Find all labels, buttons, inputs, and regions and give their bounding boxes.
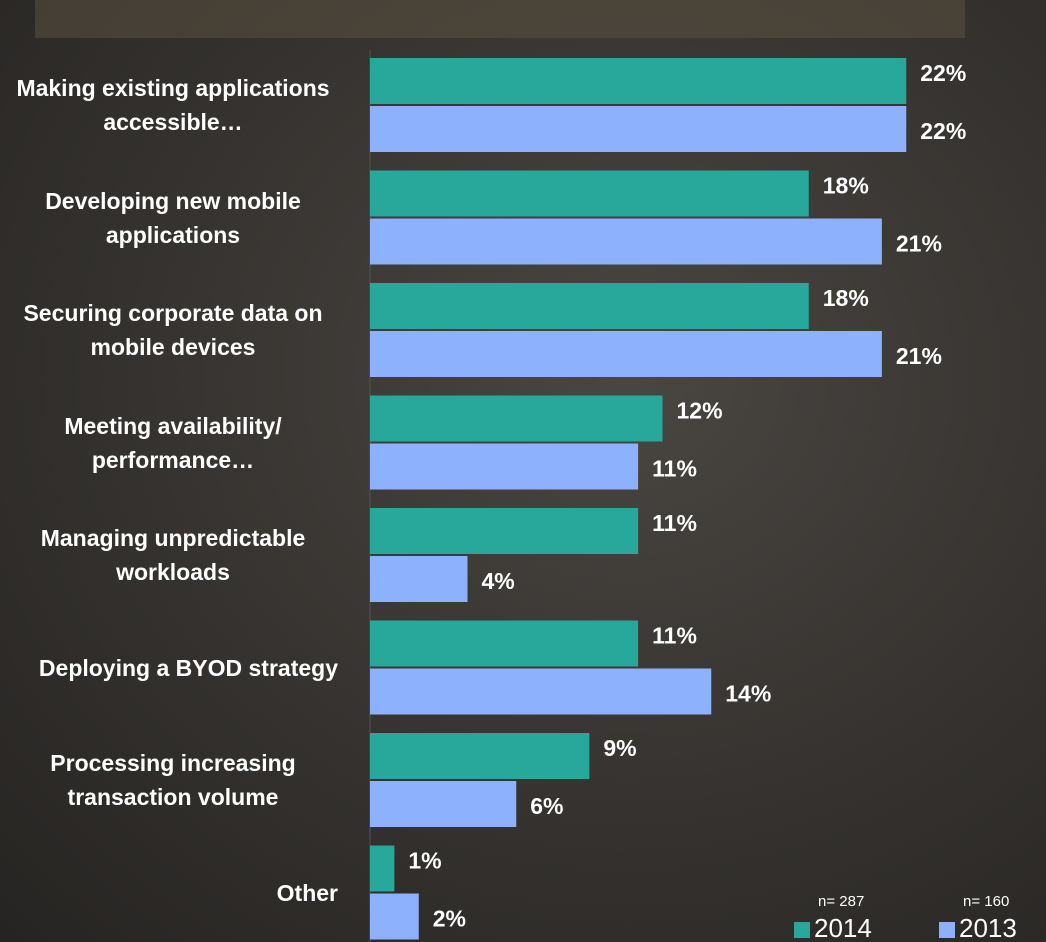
- category-label: Processing increasing transaction volume: [8, 746, 338, 814]
- bar: [370, 331, 882, 377]
- value-label: 21%: [896, 343, 942, 369]
- chart-page: 22% 22% 18% 21% 18% 21% 12% 11% 11% 4% 11% 14% 9% 6% 1…: [0, 0, 1046, 942]
- bar: [370, 894, 419, 940]
- value-label: 2%: [433, 906, 466, 932]
- value-label: 4%: [482, 568, 515, 594]
- bar: [370, 219, 882, 265]
- value-label: 11%: [652, 510, 697, 536]
- bar: [370, 733, 589, 779]
- bar: [370, 58, 906, 104]
- value-label: 11%: [652, 456, 697, 482]
- value-label: 6%: [530, 793, 563, 819]
- category-label: Making existing applications accessible…: [8, 71, 338, 139]
- legend-swatch: [794, 922, 810, 938]
- value-label: 18%: [823, 285, 869, 311]
- value-label: 14%: [725, 681, 771, 707]
- legend-sample-size: n= 287: [818, 893, 864, 910]
- bar: [370, 556, 468, 602]
- bar: [370, 621, 638, 667]
- category-label: Deploying a BYOD strategy: [39, 651, 338, 685]
- category-label: Developing new mobile applications: [8, 184, 338, 252]
- category-label: Managing unpredictable workloads: [8, 521, 338, 589]
- value-label: 18%: [823, 173, 869, 199]
- category-label: Meeting availability/ performance…: [8, 409, 338, 477]
- bar: [370, 508, 638, 554]
- legend-label: 2013: [959, 913, 1017, 942]
- bar: [370, 171, 809, 217]
- bar: [370, 283, 809, 329]
- value-label: 1%: [408, 848, 441, 874]
- value-label: 21%: [896, 231, 942, 257]
- value-label: 9%: [603, 735, 636, 761]
- legend-swatch: [939, 922, 955, 938]
- value-label: 12%: [677, 398, 723, 424]
- bar: [370, 106, 906, 152]
- category-label: Other: [277, 876, 338, 910]
- category-label: Securing corporate data on mobile device…: [8, 296, 338, 364]
- value-label: 22%: [920, 118, 966, 144]
- bar: [370, 669, 711, 715]
- bar: [370, 846, 394, 892]
- value-label: 11%: [652, 623, 697, 649]
- value-label: 22%: [920, 60, 966, 86]
- bar: [370, 781, 516, 827]
- legend-label: 2014: [814, 913, 872, 942]
- bar: [370, 396, 663, 442]
- legend-sample-size: n= 160: [963, 893, 1009, 910]
- bar: [370, 444, 638, 490]
